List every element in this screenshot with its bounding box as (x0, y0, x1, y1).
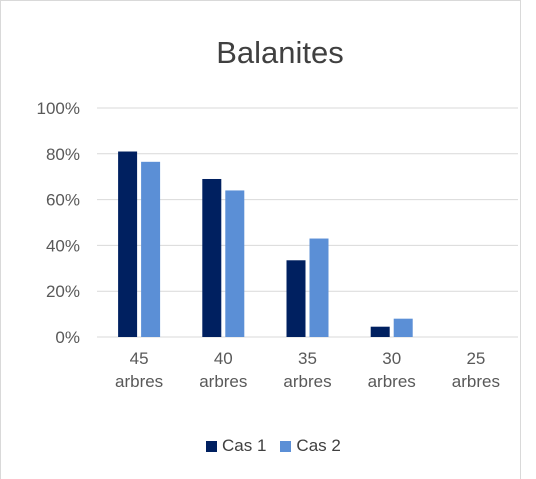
y-tick-label: 80% (46, 145, 80, 164)
x-tick-label: arbres (283, 372, 331, 391)
y-tick-label: 0% (55, 328, 80, 347)
y-tick-label: 100% (37, 99, 80, 118)
frame-top-border (0, 0, 521, 1)
x-tick-label: 30 (382, 349, 401, 368)
bar (225, 190, 245, 337)
legend-label-cas-1: Cas 1 (222, 436, 267, 455)
y-tick-label: 60% (46, 191, 80, 210)
x-tick-label: 35 (298, 349, 317, 368)
legend: Cas 1 Cas 2 (206, 436, 355, 456)
x-tick-label: 25 (466, 349, 485, 368)
legend-swatch-cas-1 (206, 440, 217, 452)
bar (202, 178, 222, 337)
x-tick-label: arbres (452, 372, 500, 391)
legend-label-cas-2: Cas 2 (296, 436, 341, 455)
chart-title: Balanites (216, 35, 344, 70)
bar (118, 151, 138, 337)
bar (286, 260, 306, 337)
x-tick-label: 45 (130, 349, 149, 368)
frame-left-border (0, 0, 1, 479)
x-tick-label: arbres (115, 372, 163, 391)
bar (393, 318, 413, 337)
bar (141, 161, 161, 337)
bar (370, 326, 390, 337)
bar (309, 238, 329, 337)
frame-right-border (520, 0, 521, 479)
legend-item-cas-2: Cas 2 (280, 436, 341, 456)
legend-item-cas-1: Cas 1 (206, 436, 266, 456)
y-tick-label: 40% (46, 236, 80, 255)
legend-swatch-cas-2 (280, 440, 292, 452)
x-tick-label: 40 (214, 349, 233, 368)
x-tick-label: arbres (368, 372, 416, 391)
y-tick-label: 20% (46, 282, 80, 301)
x-tick-label: arbres (199, 372, 247, 391)
